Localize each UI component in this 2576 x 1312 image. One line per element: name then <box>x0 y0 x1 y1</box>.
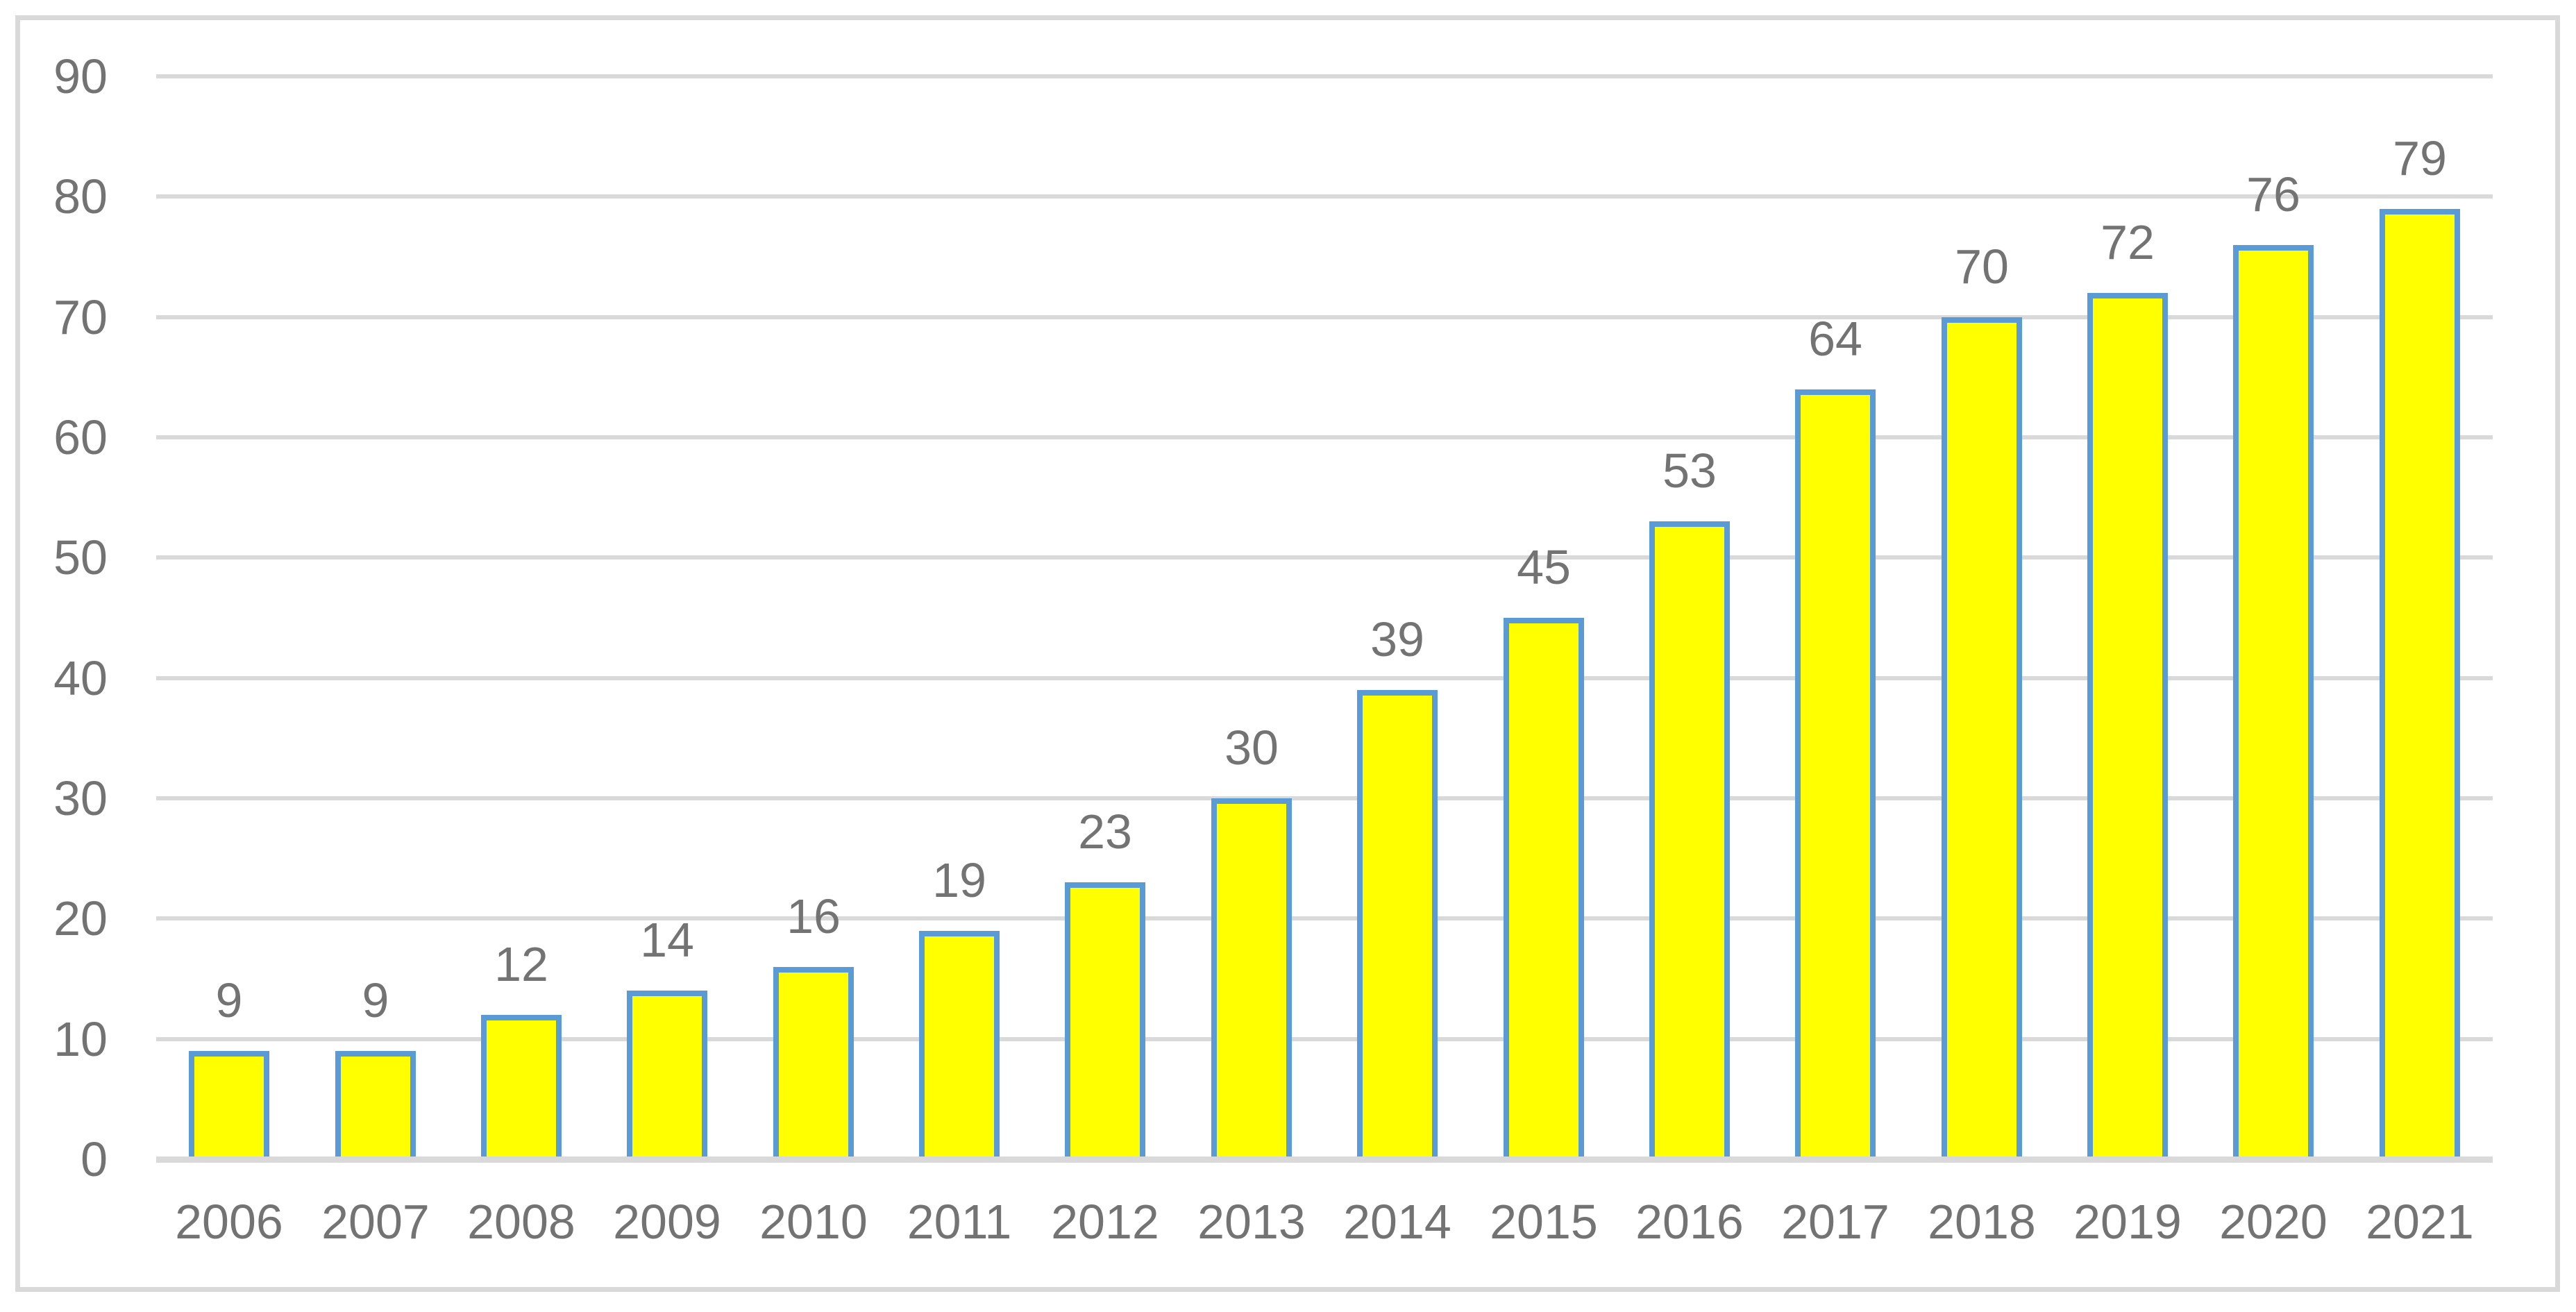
y-tick-label-30: 30 <box>53 771 108 825</box>
bar-2021 <box>2380 209 2460 1159</box>
data-label-2020: 76 <box>2246 167 2300 221</box>
bar-2015 <box>1504 618 1584 1159</box>
x-tick-label-2013: 2013 <box>1197 1195 1306 1249</box>
gridline-30 <box>156 796 2493 800</box>
data-label-2014: 39 <box>1370 612 1424 666</box>
y-tick-label-20: 20 <box>53 891 108 945</box>
data-label-2021: 79 <box>2393 131 2447 185</box>
x-tick-label-2011: 2011 <box>907 1195 1012 1249</box>
data-label-2010: 16 <box>786 889 841 943</box>
bar-2012 <box>1065 882 1145 1159</box>
gridline-90 <box>156 74 2493 78</box>
bar-2008 <box>481 1015 562 1159</box>
data-label-2016: 53 <box>1662 444 1717 498</box>
x-tick-label-2006: 2006 <box>175 1195 283 1249</box>
bar-2006 <box>189 1051 269 1159</box>
bar-2019 <box>2087 293 2168 1159</box>
x-tick-label-2019: 2019 <box>2073 1195 2182 1249</box>
data-label-2006: 9 <box>215 973 243 1027</box>
x-tick-label-2014: 2014 <box>1343 1195 1451 1249</box>
gridline-20 <box>156 916 2493 920</box>
chart-frame <box>15 15 2560 1292</box>
x-tick-label-2017: 2017 <box>1781 1195 1889 1249</box>
x-tick-label-2021: 2021 <box>2366 1195 2474 1249</box>
bar-2009 <box>627 991 707 1159</box>
gridline-50 <box>156 555 2493 560</box>
data-label-2019: 72 <box>2101 215 2155 269</box>
gridline-10 <box>156 1037 2493 1041</box>
data-label-2013: 30 <box>1224 721 1279 775</box>
gridline-40 <box>156 676 2493 680</box>
y-tick-label-60: 60 <box>53 410 108 464</box>
x-tick-label-2020: 2020 <box>2219 1195 2327 1249</box>
x-tick-label-2018: 2018 <box>1928 1195 2036 1249</box>
gridline-60 <box>156 435 2493 439</box>
y-tick-label-0: 0 <box>81 1132 108 1186</box>
x-tick-label-2009: 2009 <box>613 1195 721 1249</box>
bar-2007 <box>335 1051 416 1159</box>
gridline-70 <box>156 315 2493 319</box>
data-label-2017: 64 <box>1808 312 1862 366</box>
x-axis-line <box>156 1157 2493 1163</box>
bar-2013 <box>1211 798 1292 1159</box>
data-label-2009: 14 <box>640 913 694 967</box>
x-tick-label-2010: 2010 <box>759 1195 868 1249</box>
y-tick-label-70: 70 <box>53 290 108 344</box>
y-tick-label-50: 50 <box>53 530 108 584</box>
data-label-2011: 19 <box>932 853 986 907</box>
y-tick-label-80: 80 <box>53 169 108 224</box>
x-tick-label-2015: 2015 <box>1490 1195 1598 1249</box>
y-tick-label-90: 90 <box>53 49 108 103</box>
x-tick-label-2008: 2008 <box>467 1195 575 1249</box>
data-label-2018: 70 <box>1955 239 2009 294</box>
gridline-80 <box>156 194 2493 199</box>
bar-2020 <box>2233 245 2314 1159</box>
bar-2010 <box>773 967 854 1159</box>
bar-2017 <box>1795 389 1876 1159</box>
y-tick-label-40: 40 <box>53 651 108 705</box>
bar-2016 <box>1649 521 1730 1159</box>
data-label-2007: 9 <box>362 973 389 1027</box>
x-tick-label-2012: 2012 <box>1051 1195 1159 1249</box>
x-tick-label-2007: 2007 <box>321 1195 430 1249</box>
data-label-2008: 12 <box>494 937 548 991</box>
x-tick-label-2016: 2016 <box>1635 1195 1744 1249</box>
y-tick-label-10: 10 <box>53 1012 108 1066</box>
data-label-2015: 45 <box>1517 540 1571 594</box>
bar-2018 <box>1942 317 2022 1159</box>
bar-2014 <box>1357 690 1438 1159</box>
bar-2011 <box>919 931 1000 1159</box>
data-label-2012: 23 <box>1078 805 1132 859</box>
